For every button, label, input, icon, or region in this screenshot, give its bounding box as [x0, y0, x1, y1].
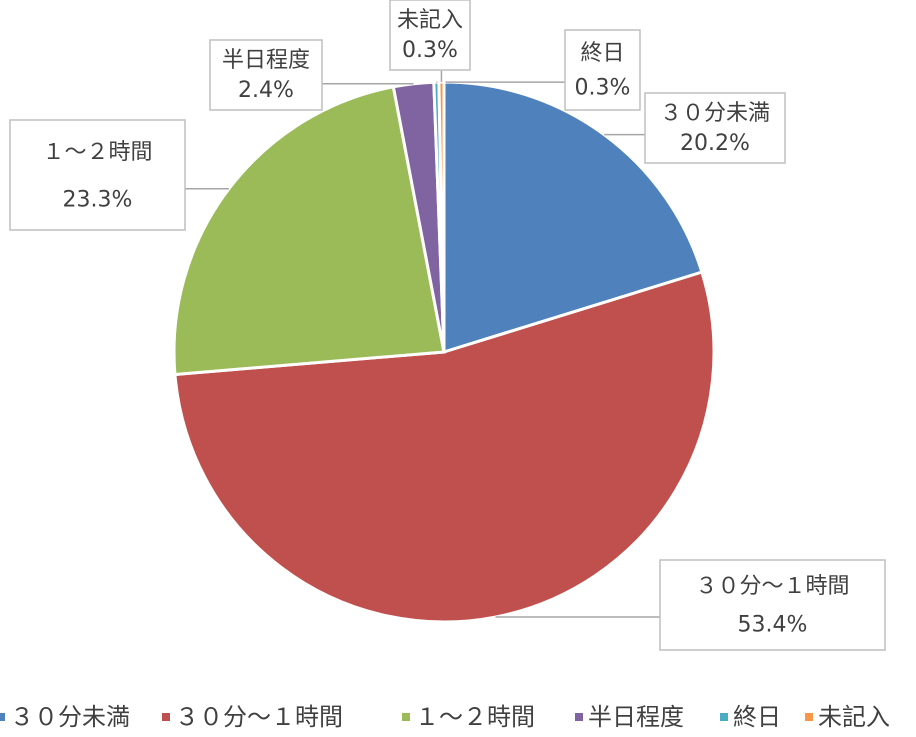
legend-marker	[720, 713, 728, 721]
data-label-value: 2.4%	[238, 78, 294, 103]
data-label-value: 20.2%	[680, 131, 750, 156]
legend-label: ３０分未満	[10, 703, 130, 731]
data-label-category: ３０分未満	[660, 101, 770, 126]
legend-marker	[575, 713, 583, 721]
legend-label: １～２時間	[415, 703, 535, 731]
data-label-category: 終日	[580, 41, 624, 66]
data-label-category: 未記入	[397, 8, 463, 33]
pie-slice	[172, 85, 446, 377]
label-box	[389, 0, 471, 71]
legend-marker	[0, 713, 5, 721]
label-box	[564, 29, 641, 111]
data-label-category: 半日程度	[222, 48, 310, 73]
label-box	[659, 559, 886, 651]
data-label-category: １～２時間	[42, 140, 152, 165]
label-box	[9, 119, 186, 231]
data-label-category: ３０分～１時間	[695, 574, 849, 599]
legend-label: 未記入	[818, 703, 890, 731]
data-label-value: 23.3%	[63, 187, 133, 212]
data-label-value: 53.4%	[738, 613, 808, 638]
legend-marker	[162, 713, 170, 721]
pie-slice	[173, 270, 716, 624]
pie-slice	[437, 80, 446, 353]
legend-marker	[402, 713, 410, 721]
data-label-value: 0.3%	[402, 38, 458, 63]
label-box	[209, 39, 323, 111]
pie-slice	[442, 80, 704, 355]
legend-label: 終日	[733, 703, 781, 731]
data-label-value: 0.3%	[575, 75, 631, 100]
legend-label: 半日程度	[588, 703, 684, 731]
label-box	[644, 92, 786, 164]
legend-marker	[805, 713, 813, 721]
legend-label: ３０分～１時間	[175, 703, 343, 731]
